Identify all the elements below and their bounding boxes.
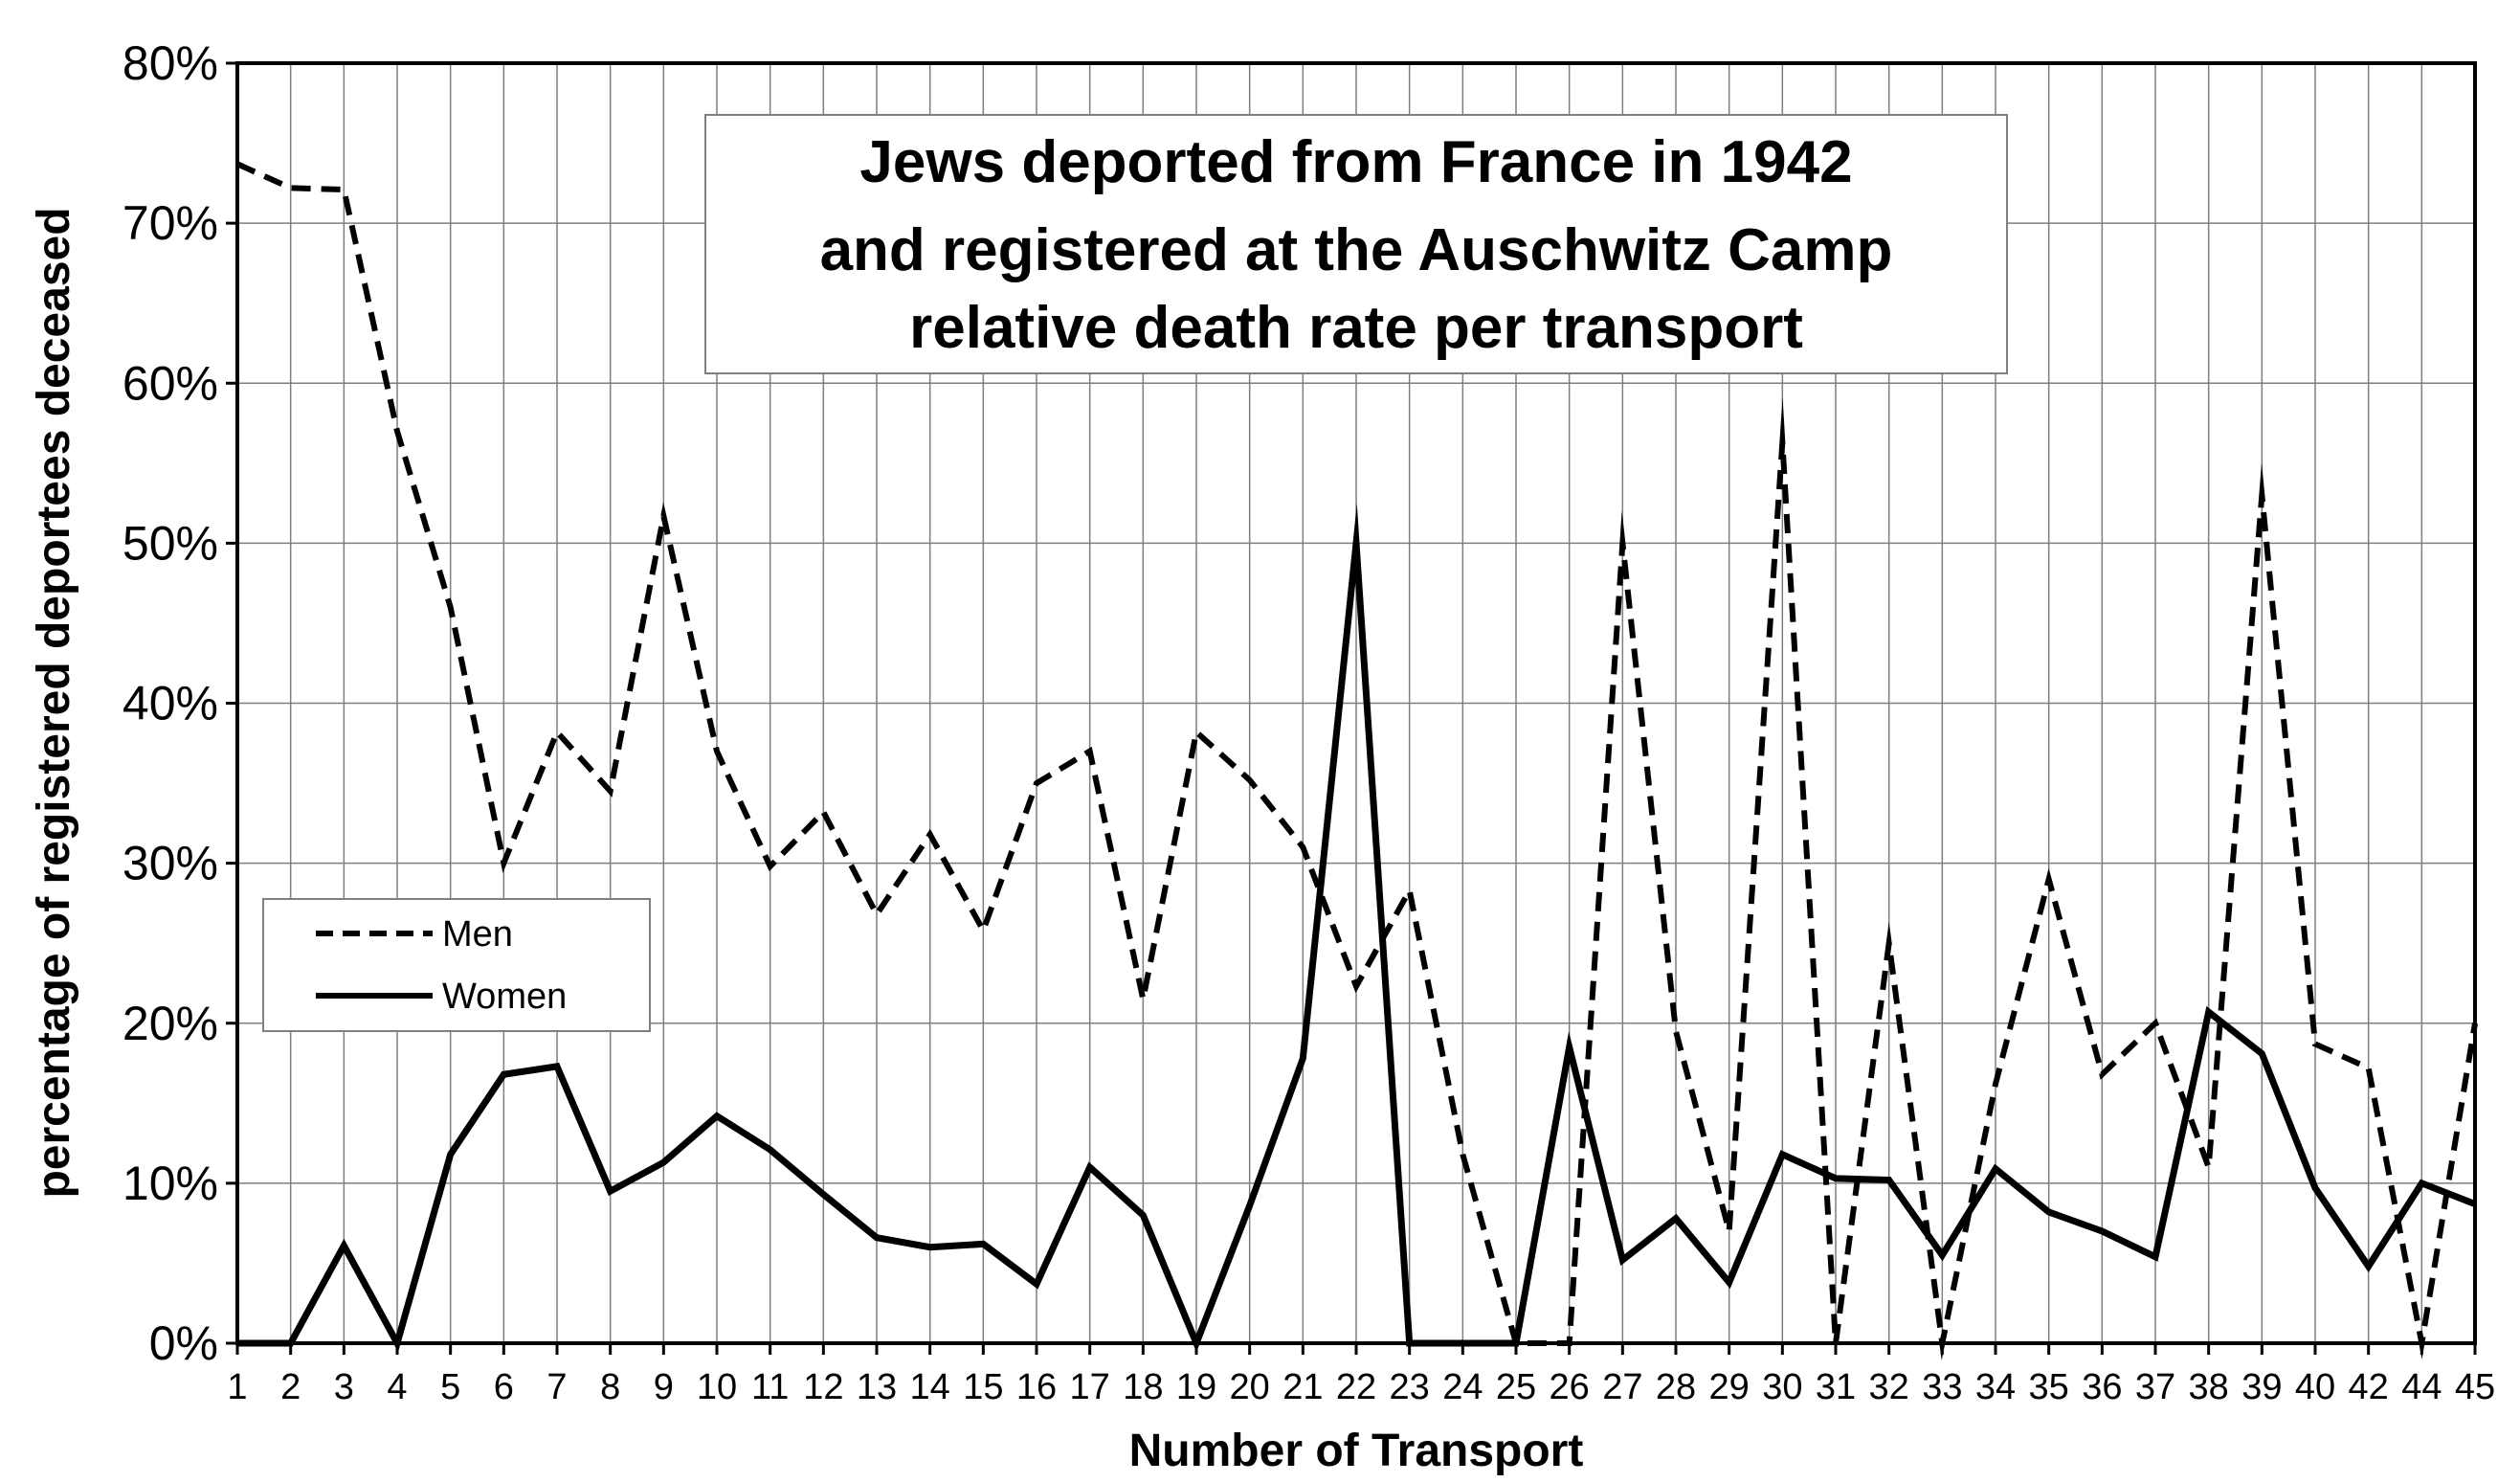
x-tick-label: 24 [1442, 1367, 1483, 1407]
y-tick-label: 30% [123, 837, 218, 890]
x-tick-label: 34 [1975, 1367, 2016, 1407]
x-tick-label: 35 [2029, 1367, 2069, 1407]
x-tick-label: 21 [1282, 1367, 1323, 1407]
y-tick-label: 80% [123, 36, 218, 90]
legend-box [262, 898, 651, 1032]
legend-label-women: Women [442, 977, 567, 1017]
x-tick-label: 19 [1176, 1367, 1216, 1407]
x-tick-label: 14 [910, 1367, 950, 1407]
x-tick-label: 15 [963, 1367, 1003, 1407]
y-axis-title: percentage of registered deportees decea… [29, 207, 79, 1198]
x-tick-label: 27 [1602, 1367, 1642, 1407]
legend: Men Women [262, 898, 651, 1032]
x-tick-label: 6 [494, 1367, 514, 1407]
x-tick-label: 13 [857, 1367, 897, 1407]
x-tick-label: 29 [1709, 1367, 1750, 1407]
x-tick-label: 28 [1656, 1367, 1696, 1407]
x-tick-label: 37 [2135, 1367, 2175, 1407]
y-axis-ticks: 0% 10% 20% 30% 40% 50% 60% 70% 80% [123, 36, 237, 1370]
x-tick-label: 2 [280, 1367, 301, 1407]
x-tick-label: 20 [1230, 1367, 1270, 1407]
y-tick-label: 40% [123, 677, 218, 730]
x-tick-label: 32 [1869, 1367, 1909, 1407]
series-line-men [235, 161, 2478, 1374]
x-tick-label: 44 [2401, 1367, 2442, 1407]
series-line-women [237, 504, 2477, 1353]
y-tick-label: 10% [123, 1157, 218, 1210]
x-tick-label: 8 [600, 1367, 620, 1407]
y-tick-label: 50% [123, 516, 218, 570]
x-tick-label: 18 [1123, 1367, 1163, 1407]
x-tick-label: 1 [227, 1367, 247, 1407]
title-box: Jews deported from France in 1942 and re… [704, 114, 2008, 374]
x-tick-label: 26 [1550, 1367, 1590, 1407]
y-tick-label: 60% [123, 356, 218, 410]
x-tick-label: 17 [1070, 1367, 1110, 1407]
y-tick-label: 20% [123, 997, 218, 1050]
x-tick-label: 9 [654, 1367, 674, 1407]
x-tick-label: 40 [2295, 1367, 2335, 1407]
x-tick-label: 25 [1496, 1367, 1536, 1407]
x-tick-label: 4 [387, 1367, 407, 1407]
x-tick-label: 38 [2189, 1367, 2229, 1407]
x-tick-label: 33 [1922, 1367, 1962, 1407]
x-tick-label: 12 [803, 1367, 843, 1407]
x-tick-label: 5 [440, 1367, 460, 1407]
chart-title-line-2: and registered at the Auschwitz Camp [820, 217, 1893, 283]
x-axis-title: Number of Transport [1129, 1426, 1584, 1476]
x-tick-label: 7 [546, 1367, 567, 1407]
x-tick-label: 16 [1016, 1367, 1057, 1407]
x-tick-label: 45 [2455, 1367, 2495, 1407]
x-axis-ticks: 1 2 3 4 5 6 7 8 9 10 11 12 13 14 15 16 17 18 19 20 21 22 23 24 2… [227, 1343, 2495, 1407]
x-tick-label: 31 [1816, 1367, 1856, 1407]
x-tick-label: 11 [751, 1367, 789, 1407]
x-tick-label: 10 [697, 1367, 737, 1407]
y-tick-label: 70% [123, 196, 218, 250]
legend-label-men: Men [442, 914, 513, 955]
x-tick-label: 3 [334, 1367, 354, 1407]
chart-title-line-3: relative death rate per transport [909, 295, 1803, 361]
x-tick-label: 22 [1336, 1367, 1376, 1407]
y-tick-label: 0% [149, 1316, 218, 1370]
chart-title-line-1: Jews deported from France in 1942 [859, 129, 1852, 195]
series-layer [235, 161, 2478, 1374]
x-tick-label: 23 [1390, 1367, 1430, 1407]
x-tick-label: 30 [1762, 1367, 1802, 1407]
x-tick-label: 42 [2349, 1367, 2389, 1407]
x-tick-label: 36 [2082, 1367, 2122, 1407]
x-tick-label: 39 [2241, 1367, 2282, 1407]
